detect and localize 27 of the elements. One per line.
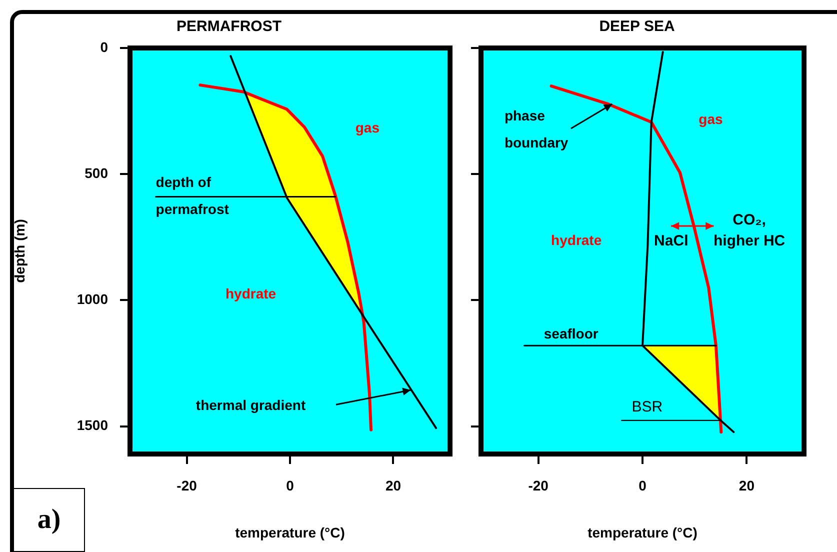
x-tick-label: 20 xyxy=(385,477,402,494)
x-axis-title: temperature (°C) xyxy=(588,524,698,540)
chart-title: DEEP SEA xyxy=(599,18,675,36)
x-tick-label: 20 xyxy=(738,477,755,494)
x-tick-label: 0 xyxy=(638,477,647,494)
annotation: phase boundary xyxy=(504,108,568,151)
annotation: hydrate xyxy=(551,232,602,248)
annotation: gas xyxy=(698,111,724,128)
y-tick-label: 500 xyxy=(84,164,108,181)
annotation: hydrate xyxy=(225,286,276,302)
y-axis-title: depth (m) xyxy=(11,219,28,283)
y-tick-label: 1500 xyxy=(76,417,108,434)
x-tick-label: -20 xyxy=(176,477,198,494)
x-tick-label: -20 xyxy=(528,477,549,494)
annotation: gas xyxy=(355,120,380,136)
x-tick-label: 0 xyxy=(286,477,294,494)
annotation: thermal gradient xyxy=(196,396,306,413)
chart-title: PERMAFROST xyxy=(176,18,282,36)
annotation: BSR xyxy=(632,398,663,416)
annotation: CO₂, higher HC xyxy=(713,211,786,250)
x-axis-title: temperature (°C) xyxy=(235,524,345,540)
annotation: depth of permafrost xyxy=(156,174,230,218)
y-tick-label: 1000 xyxy=(76,291,108,308)
annotation: seafloor xyxy=(544,326,599,342)
annotation: NaCl xyxy=(654,232,688,250)
text: a) xyxy=(13,488,85,552)
y-tick-label: 0 xyxy=(100,38,108,55)
